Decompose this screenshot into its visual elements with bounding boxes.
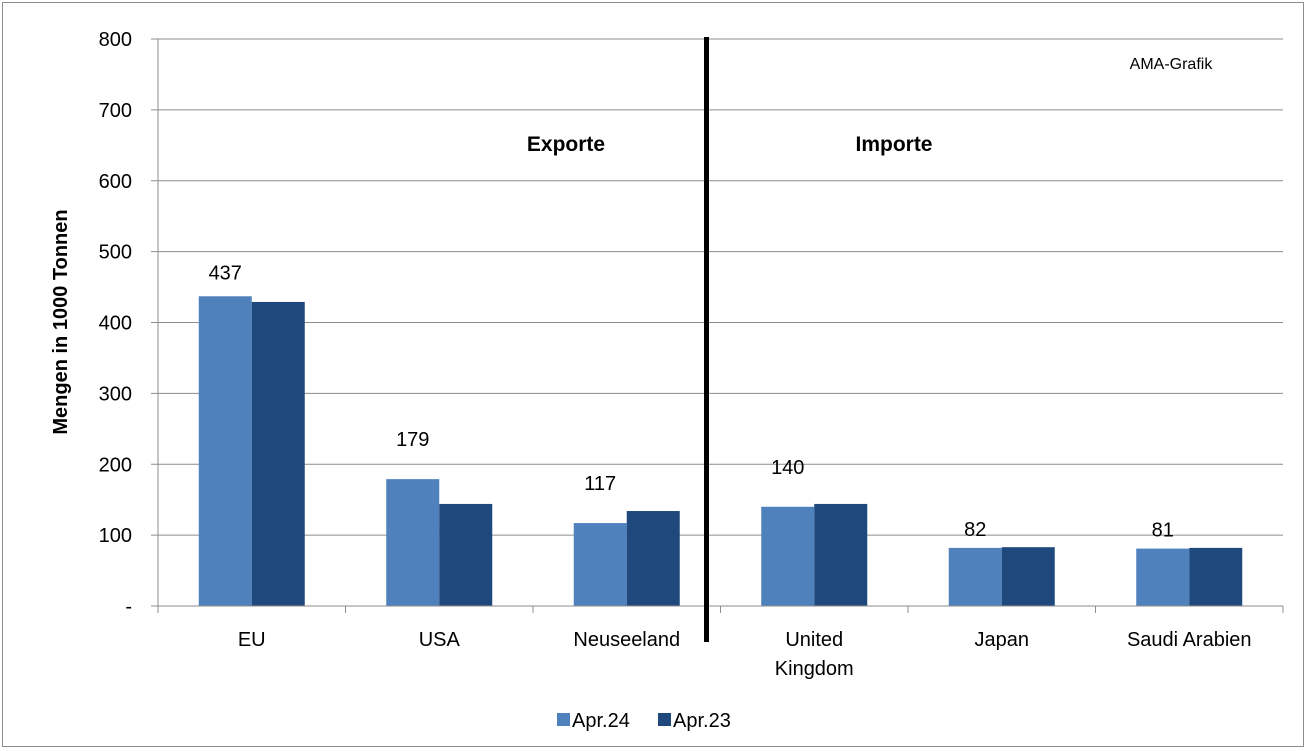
bar-apr23-3 <box>814 503 868 606</box>
bar-apr24-5 <box>1136 548 1190 606</box>
bar-apr23-2 <box>626 511 680 606</box>
y-axis-title: Mengen in 1000 Tonnen <box>50 209 72 434</box>
y-tick-label: 100 <box>99 525 132 547</box>
bar-apr24-1 <box>386 479 440 606</box>
category-label: Saudi Arabien <box>1127 629 1252 651</box>
category-label: Japan <box>975 629 1030 651</box>
bar-apr24-2 <box>573 523 627 606</box>
category-label: Neuseeland <box>573 629 680 651</box>
category-label: USA <box>419 629 461 651</box>
data-label: 82 <box>964 519 986 541</box>
y-tick-label: 200 <box>99 454 132 476</box>
y-tick-label: 800 <box>99 29 132 51</box>
category-label: EU <box>238 629 266 651</box>
legend-swatch-apr23 <box>658 713 671 726</box>
bars <box>198 296 1243 606</box>
data-label: 437 <box>209 262 242 284</box>
source-label: AMA-Grafik <box>1130 56 1214 73</box>
bar-chart: - 100 200 300 400 500 600 700 800 EU USA Neuseelan… <box>50 29 1284 732</box>
y-tick-label: 600 <box>99 171 132 193</box>
section-label-exporte: Exporte <box>527 133 605 156</box>
axes <box>157 37 1284 642</box>
y-tick-labels: - 100 200 300 400 500 600 700 800 <box>99 29 132 618</box>
section-label-importe: Importe <box>855 133 932 156</box>
bar-apr23-4 <box>1001 547 1055 606</box>
y-tick-label: 700 <box>99 100 132 122</box>
y-tick-label: 300 <box>99 383 132 405</box>
category-labels: EU USA Neuseeland United Kingdom Japan Saudi A… <box>238 629 1252 680</box>
category-label: Kingdom <box>775 658 854 680</box>
legend-swatch-apr24 <box>557 713 570 726</box>
bar-apr24-3 <box>761 506 815 606</box>
gridlines <box>151 38 1283 607</box>
bar-apr24-0 <box>198 296 252 606</box>
legend-label-apr23: Apr.23 <box>673 710 731 732</box>
bar-apr23-0 <box>251 301 305 606</box>
bar-apr24-4 <box>948 547 1002 606</box>
data-label: 140 <box>771 457 804 479</box>
y-tick-label: 400 <box>99 313 132 335</box>
bar-apr23-1 <box>439 503 493 606</box>
y-tick-label: 500 <box>99 242 132 264</box>
y-tick-label: - <box>125 596 132 618</box>
category-label: United <box>785 629 843 651</box>
data-label: 81 <box>1152 520 1174 542</box>
data-label: 117 <box>584 473 616 495</box>
legend: Apr.24 Apr.23 <box>557 710 731 732</box>
data-labels: 437 179 117 140 82 81 <box>209 262 1174 541</box>
data-label: 179 <box>396 429 429 451</box>
legend-label-apr24: Apr.24 <box>572 710 630 732</box>
bar-apr23-5 <box>1189 547 1243 606</box>
